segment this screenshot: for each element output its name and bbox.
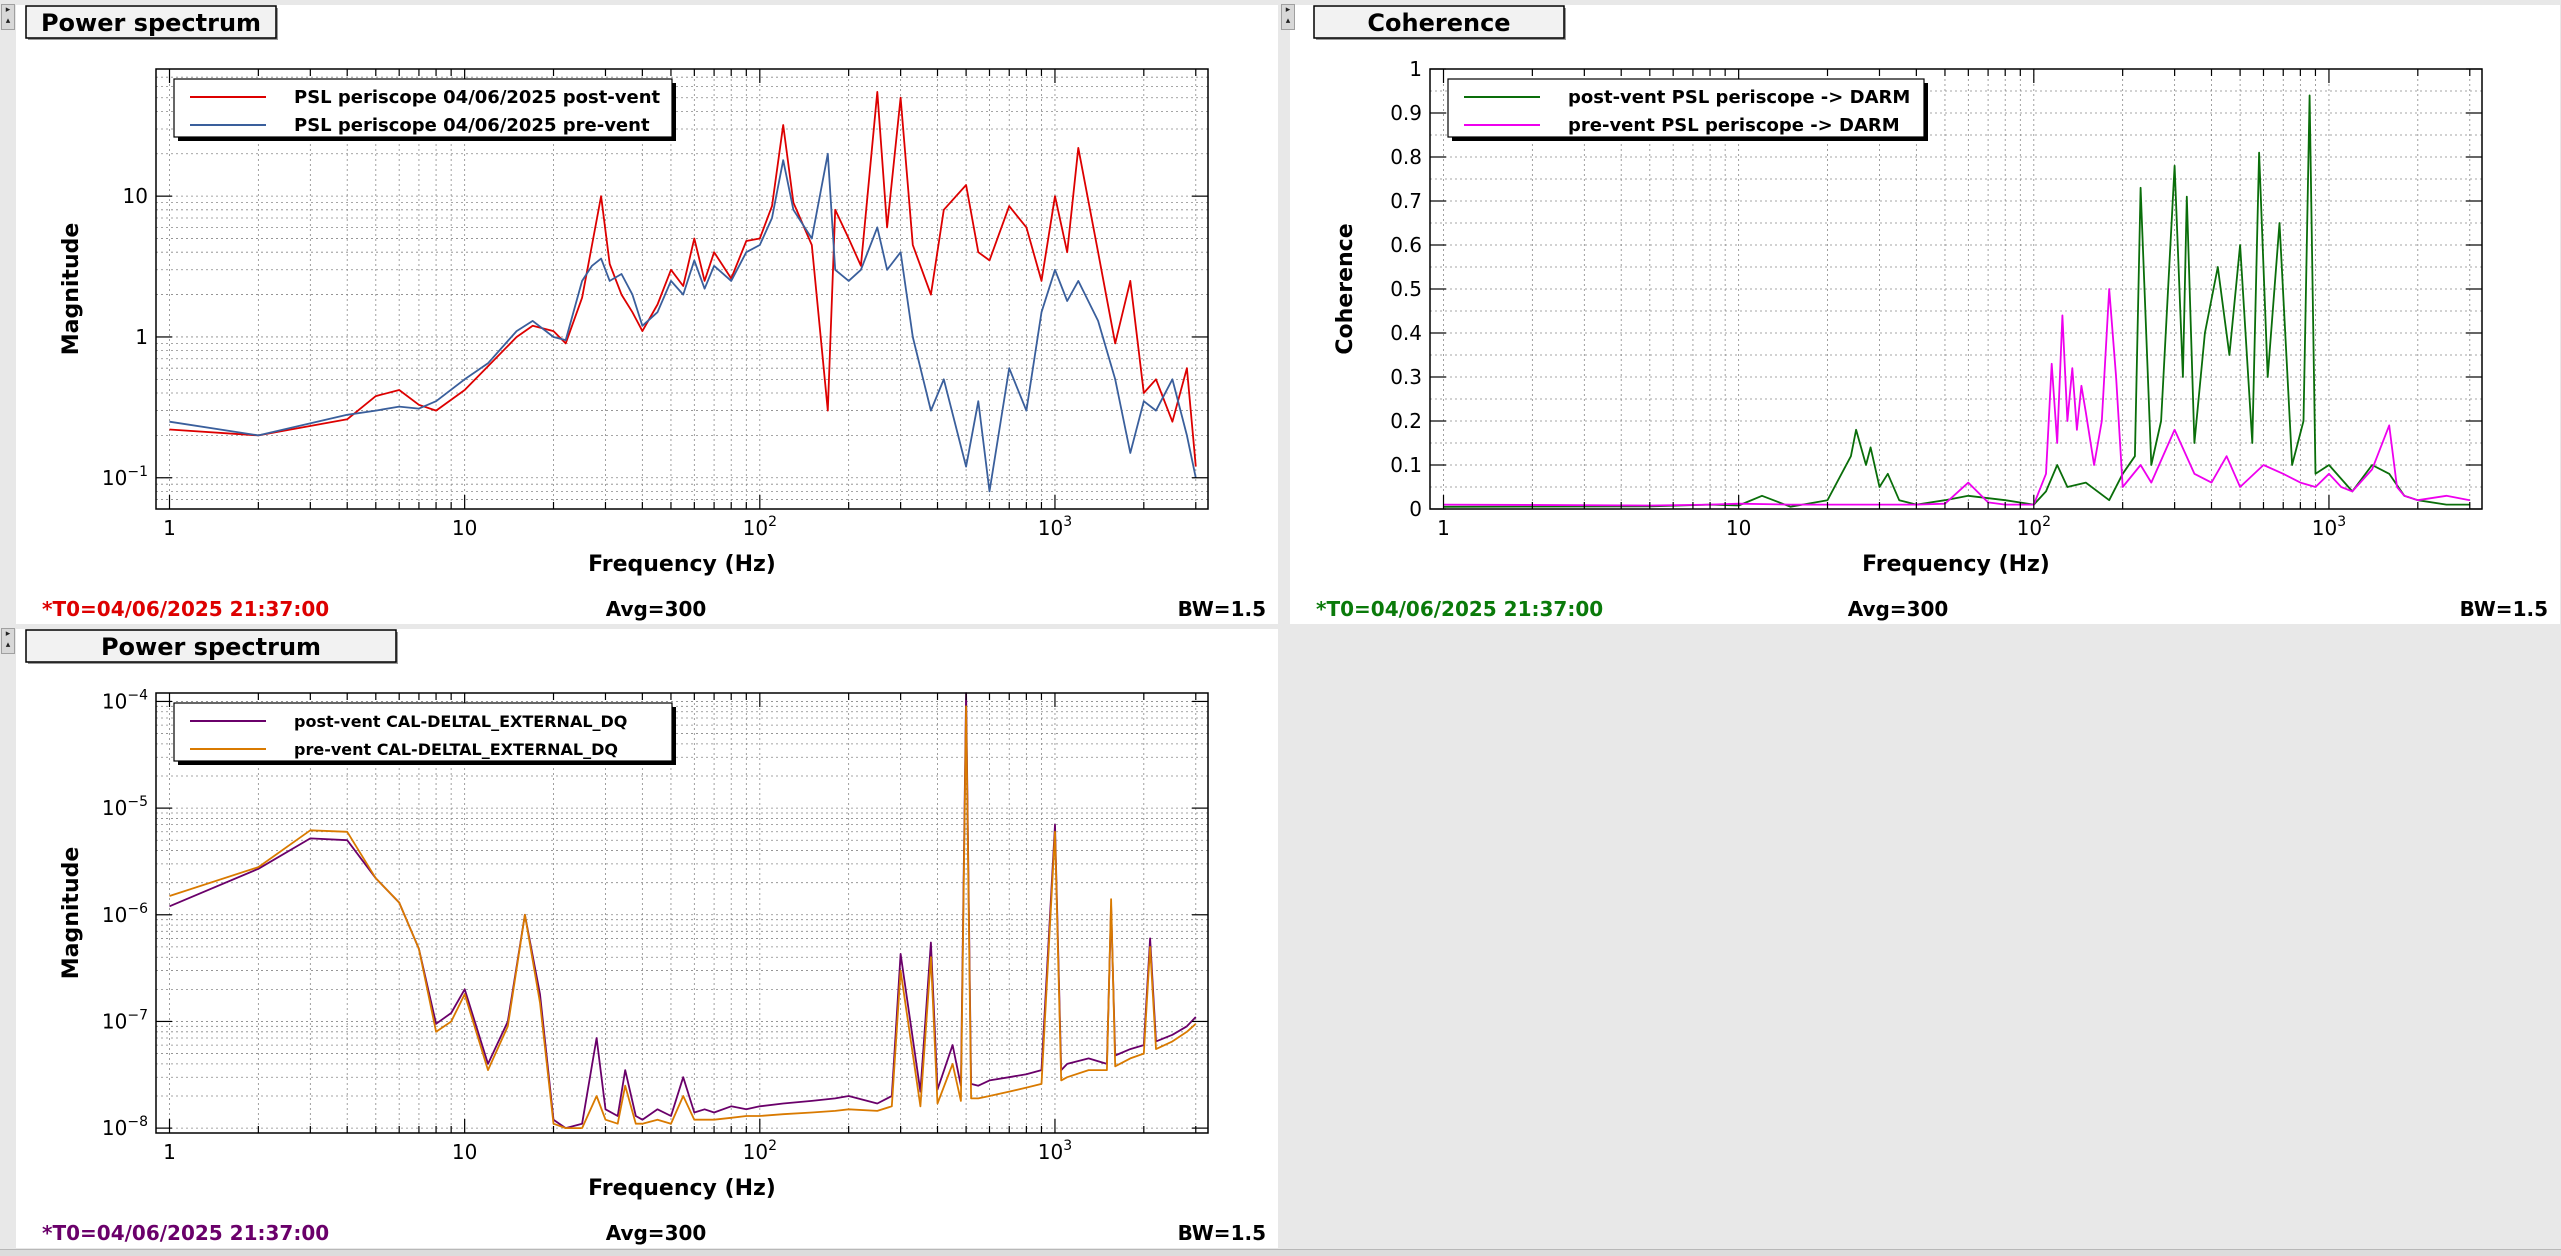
plot-title: Power spectrum — [101, 633, 321, 661]
y-tick-label: 0.7 — [1390, 189, 1422, 213]
y-tick-label: 0 — [1409, 497, 1422, 521]
y-tick-label: 0.6 — [1390, 233, 1422, 257]
y-tick-label: 10−1 — [102, 464, 148, 490]
title-box — [25, 5, 277, 39]
series-line-pre-vent — [169, 152, 1197, 493]
y-axis-label: Coherence — [1333, 223, 1358, 354]
ticks — [156, 693, 1208, 1133]
chart-power-spectrum-cal: Power spectrum 1 10 102 103 10−8 10−7 10−6 10−5 1… — [25, 629, 1266, 1245]
y-tick-label: 0.9 — [1390, 101, 1422, 125]
x-tick-label: 1 — [163, 1140, 176, 1164]
plot-area — [156, 693, 1208, 1133]
plot-title: Power spectrum — [41, 9, 261, 37]
y-tick-label: 0.3 — [1390, 365, 1422, 389]
y-tick-label: 0.4 — [1390, 321, 1422, 345]
y-tick-label: 10−5 — [102, 794, 148, 820]
x-tick-label: 10 — [452, 1140, 477, 1164]
footer-t0: *T0=04/06/2025 21:37:00 — [1316, 597, 1603, 621]
x-tick-label: 102 — [2017, 514, 2051, 540]
x-grid — [169, 69, 1197, 509]
footer-avg: Avg=300 — [1848, 597, 1949, 621]
legend-box — [173, 78, 673, 138]
y-tick-label: 10−8 — [102, 1114, 148, 1140]
series-line-post-vent — [169, 692, 1197, 1130]
footer-bw: BW=1.5 — [1178, 597, 1266, 621]
legend-label: post-vent CAL-DELTAL_EXTERNAL_DQ — [294, 712, 627, 731]
y-axis-label: Magnitude — [59, 847, 84, 980]
x-tick-label: 10 — [452, 516, 477, 540]
series-line-pre-vent — [169, 705, 1197, 1130]
footer-avg: Avg=300 — [606, 597, 707, 621]
footer-avg: Avg=300 — [606, 1221, 707, 1245]
series-line-post-vent — [1443, 94, 2470, 508]
footer-t0: *T0=04/06/2025 21:37:00 — [42, 1221, 329, 1245]
panel-menu-toggle-top-left[interactable]: ▸ ▴ — [1, 4, 15, 30]
panel-power-spectrum-psl: Power spectrum 1 10 102 103 10−1 1 10 Frequency … — [16, 5, 1278, 624]
x-tick-label: 103 — [2312, 514, 2346, 540]
footer-t0: *T0=04/06/2025 21:37:00 — [42, 597, 329, 621]
x-tick-label: 103 — [1038, 1138, 1072, 1164]
x-axis-label: Frequency (Hz) — [588, 552, 776, 577]
plot-frame — [155, 68, 1209, 510]
legend-label: PSL periscope 04/06/2025 post-vent — [294, 87, 661, 108]
y-tick-label: 0.2 — [1390, 409, 1422, 433]
x-axis-label: Frequency (Hz) — [588, 1176, 776, 1201]
y-tick-label: 10−7 — [102, 1007, 148, 1033]
chart-coherence: Coherence 1 10 102 103 0 0.1 0.2 0.3 0.4 0.5 0.6 0.7… — [1313, 5, 2548, 621]
y-tick-label: 10−6 — [102, 901, 148, 927]
legend-box — [173, 702, 673, 762]
panel-power-spectrum-cal: Power spectrum 1 10 102 103 10−8 10−7 10−6 10−5 1… — [16, 629, 1278, 1248]
title-box — [1313, 5, 1565, 39]
y-tick-label: 10 — [123, 184, 148, 208]
panel-coherence: Coherence 1 10 102 103 0 0.1 0.2 0.3 0.4 0.5 0.6 0.7… — [1290, 5, 2560, 624]
x-tick-label: 1 — [163, 516, 176, 540]
legend-box — [1447, 78, 1925, 138]
y-tick-label: 0.8 — [1390, 145, 1422, 169]
footer-bw: BW=1.5 — [1178, 1221, 1266, 1245]
x-tick-label: 102 — [743, 514, 777, 540]
bottom-scrollbar[interactable] — [0, 1249, 2561, 1256]
x-tick-label: 103 — [1038, 514, 1072, 540]
panel-menu-toggle-bottom-left[interactable]: ▸ ▴ — [1, 628, 15, 654]
series-line-post-vent — [169, 91, 1197, 467]
panel-menu-toggle-top-right[interactable]: ▸ ▴ — [1281, 4, 1295, 30]
legend-label: PSL periscope 04/06/2025 pre-vent — [294, 115, 650, 136]
x-tick-label: 102 — [743, 1138, 777, 1164]
title-box — [25, 629, 397, 663]
plot-title: Coherence — [1367, 9, 1510, 37]
x-tick-label: 10 — [1726, 516, 1751, 540]
y-tick-label: 0.1 — [1390, 453, 1422, 477]
legend-label: post-vent PSL periscope -> DARM — [1568, 87, 1910, 108]
x-grid — [1443, 69, 2471, 509]
y-axis-label: Magnitude — [59, 223, 84, 356]
y-tick-label: 1 — [1409, 57, 1422, 81]
chart-power-spectrum-psl: Power spectrum 1 10 102 103 10−1 1 10 Frequency … — [25, 5, 1266, 621]
legend-label: pre-vent CAL-DELTAL_EXTERNAL_DQ — [294, 740, 618, 759]
plot-frame — [155, 692, 1209, 1134]
y-tick-label: 0.5 — [1390, 277, 1422, 301]
legend-label: pre-vent PSL periscope -> DARM — [1568, 115, 1900, 136]
x-axis-label: Frequency (Hz) — [1862, 552, 2050, 577]
x-tick-label: 1 — [1437, 516, 1450, 540]
series-line-pre-vent — [1443, 288, 2470, 507]
y-tick-label: 1 — [135, 325, 148, 349]
y-grid — [156, 701, 1208, 1134]
y-tick-label: 10−4 — [102, 687, 148, 713]
footer-bw: BW=1.5 — [2460, 597, 2548, 621]
